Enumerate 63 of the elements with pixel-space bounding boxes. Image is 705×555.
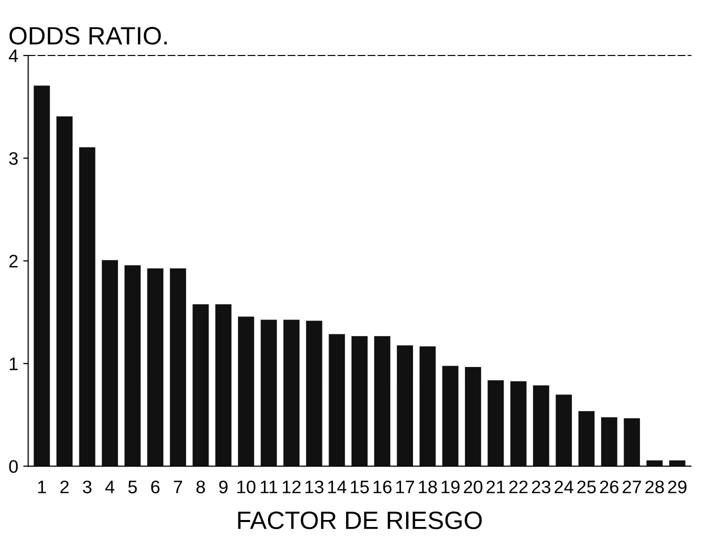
bar	[556, 394, 572, 466]
x-tick-label: 21	[486, 480, 505, 494]
x-tick-label: 29	[668, 480, 686, 494]
x-tick-label: 23	[532, 480, 550, 494]
x-tick-label: 7	[174, 480, 182, 494]
y-tick-label: 2	[9, 254, 18, 268]
x-tick-label: 14	[328, 480, 346, 494]
bar	[147, 268, 164, 466]
bar	[170, 268, 186, 466]
bar	[79, 147, 96, 466]
bar	[283, 320, 300, 466]
x-tick-label: 6	[151, 480, 160, 494]
bar	[464, 366, 482, 466]
x-tick-label: 17	[396, 480, 414, 494]
y-tick-label: 1	[10, 358, 18, 370]
x-tick-label: 28	[645, 480, 664, 494]
bar	[578, 411, 595, 466]
y-tick-label: 4	[8, 50, 18, 62]
x-tick-label: 19	[442, 480, 460, 494]
y-tick-label: 0	[9, 460, 18, 473]
y-tick-label: 3	[9, 152, 18, 165]
x-tick-label: 25	[577, 480, 596, 494]
x-tick-label: 26	[600, 480, 618, 494]
x-tick-label: 16	[374, 480, 392, 494]
bar	[215, 304, 232, 466]
x-tick-label: 20	[464, 480, 482, 494]
x-tick-label: 9	[219, 480, 228, 494]
x-tick-label: 2	[60, 480, 69, 494]
x-axis-title: FACTOR DE RIESGO	[238, 511, 482, 530]
x-tick-label: 18	[418, 480, 437, 494]
x-tick-label: 11	[260, 480, 278, 494]
bar	[488, 380, 504, 466]
bar	[420, 346, 436, 466]
bar	[34, 86, 50, 466]
x-tick-label: 5	[128, 480, 137, 494]
x-tick-label: 15	[350, 480, 369, 494]
bar	[351, 336, 368, 466]
bar	[306, 320, 322, 466]
bar	[624, 418, 640, 466]
x-tick-label: 22	[509, 480, 528, 494]
x-tick-label: 12	[282, 480, 301, 494]
x-tick-label: 13	[305, 480, 324, 494]
bar	[260, 320, 277, 466]
bar	[601, 417, 618, 466]
bar	[192, 304, 209, 466]
x-tick-label: 10	[237, 480, 256, 494]
x-tick-label: 3	[82, 480, 92, 494]
x-tick-label: 1	[38, 480, 46, 494]
x-tick-label: 24	[554, 480, 574, 494]
bar	[56, 116, 73, 466]
bar	[238, 316, 254, 466]
bar	[396, 345, 414, 466]
bar	[374, 336, 390, 466]
x-tick-label: 8	[196, 480, 205, 494]
bar	[102, 260, 118, 466]
x-tick-label: 4	[105, 480, 114, 494]
bar	[533, 385, 550, 466]
bar	[442, 366, 458, 466]
bar	[328, 334, 345, 466]
x-tick-label: 27	[622, 480, 642, 494]
bar	[124, 265, 141, 466]
bar	[510, 381, 526, 466]
chart-title: ODDS RATIO.	[10, 26, 167, 45]
